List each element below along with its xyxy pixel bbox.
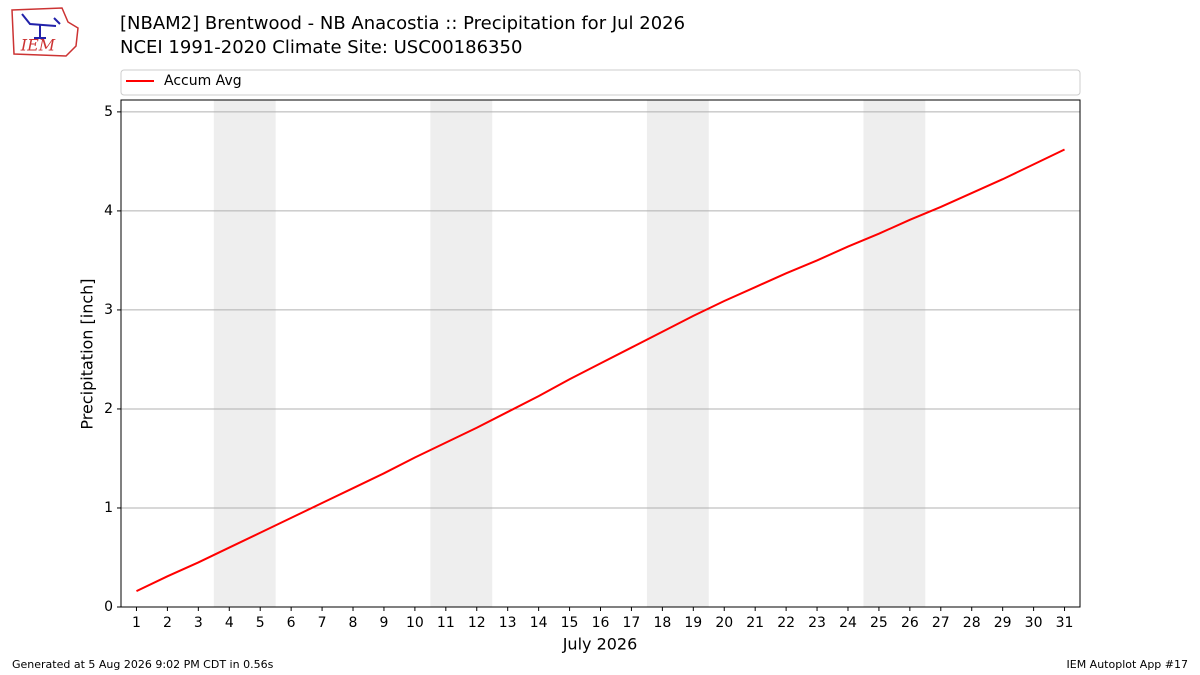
x-axis-label: July 2026 bbox=[562, 635, 638, 654]
x-tick-label: 17 bbox=[623, 615, 641, 631]
logo: IEM bbox=[11, 7, 79, 57]
legend-box bbox=[120, 69, 1081, 96]
x-tick-label: 22 bbox=[777, 615, 795, 631]
x-tick-label: 31 bbox=[1056, 615, 1074, 631]
x-tick-label: 23 bbox=[808, 615, 826, 631]
x-tick-label: 20 bbox=[715, 615, 733, 631]
y-axis-label: Precipitation [inch] bbox=[78, 278, 97, 429]
logo-outline bbox=[11, 7, 79, 57]
footer-left: Generated at 5 Aug 2026 9:02 PM CDT in 0… bbox=[12, 658, 274, 671]
x-tick-label: 10 bbox=[406, 615, 424, 631]
logo-icon bbox=[21, 13, 61, 39]
x-tick-label: 5 bbox=[256, 615, 265, 631]
x-tick-label: 15 bbox=[561, 615, 579, 631]
x-tick-label: 7 bbox=[318, 615, 327, 631]
x-tick-label: 18 bbox=[653, 615, 671, 631]
y-tick-label: 5 bbox=[104, 104, 113, 120]
y-tick-label: 3 bbox=[104, 302, 113, 318]
weekend-shade bbox=[646, 100, 709, 607]
x-tick-label: 28 bbox=[963, 615, 981, 631]
logo-text: IEM bbox=[20, 36, 56, 55]
series-line bbox=[136, 148, 1065, 593]
x-tick-label: 27 bbox=[932, 615, 950, 631]
legend-label: Accum Avg bbox=[164, 73, 242, 89]
x-tick-label: 16 bbox=[592, 615, 610, 631]
weekend-shade bbox=[430, 100, 493, 607]
x-tick-label: 3 bbox=[194, 615, 203, 631]
x-tick-label: 14 bbox=[530, 615, 548, 631]
footer-right: IEM Autoplot App #17 bbox=[1067, 658, 1189, 671]
x-tick-label: 1 bbox=[132, 615, 141, 631]
weekend-shade bbox=[863, 100, 926, 607]
x-tick-label: 19 bbox=[684, 615, 702, 631]
weekend-shade bbox=[213, 100, 276, 607]
plot-frame bbox=[120, 99, 1081, 608]
x-tick-label: 4 bbox=[225, 615, 234, 631]
x-tick-label: 26 bbox=[901, 615, 919, 631]
x-tick-label: 11 bbox=[437, 615, 455, 631]
x-tick-label: 24 bbox=[839, 615, 857, 631]
x-tick-label: 25 bbox=[870, 615, 888, 631]
x-tick-label: 21 bbox=[746, 615, 764, 631]
x-tick-label: 2 bbox=[163, 615, 172, 631]
chart-title: [NBAM2] Brentwood - NB Anacostia :: Prec… bbox=[120, 13, 685, 34]
x-tick-label: 13 bbox=[499, 615, 517, 631]
y-tick-label: 0 bbox=[104, 599, 113, 615]
y-tick-label: 2 bbox=[104, 401, 113, 417]
x-tick-label: 12 bbox=[468, 615, 486, 631]
y-tick-label: 1 bbox=[104, 500, 113, 516]
x-tick-label: 8 bbox=[349, 615, 358, 631]
chart-subtitle: NCEI 1991-2020 Climate Site: USC00186350 bbox=[120, 37, 522, 58]
x-tick-label: 6 bbox=[287, 615, 296, 631]
x-tick-label: 9 bbox=[379, 615, 388, 631]
y-tick-label: 4 bbox=[104, 203, 113, 219]
x-tick-label: 30 bbox=[1025, 615, 1043, 631]
x-tick-label: 29 bbox=[994, 615, 1012, 631]
